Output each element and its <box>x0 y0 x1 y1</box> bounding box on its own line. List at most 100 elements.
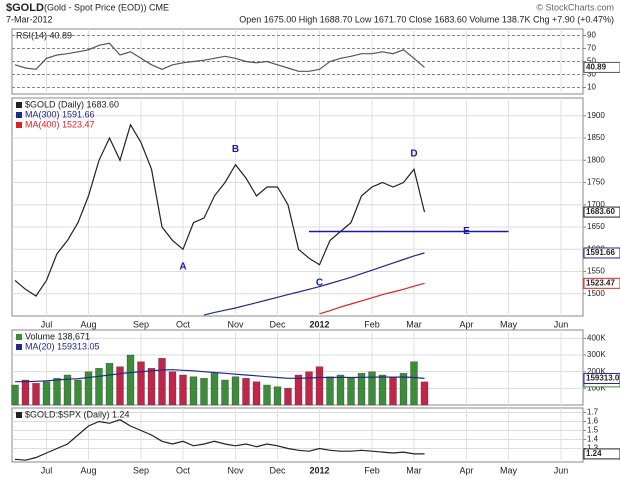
series-line <box>14 419 425 461</box>
legend-swatch <box>16 102 22 108</box>
x-tick-label: 2012 <box>309 319 329 329</box>
instrument-name: (Gold - Spot Price (EOD)) CME <box>44 2 169 12</box>
volume-bar <box>210 373 219 406</box>
volume-bar <box>231 376 240 406</box>
y-tick-label: 1850 <box>587 133 605 142</box>
legend-entry: MA(20) 159313.05 <box>25 341 100 351</box>
y-tick-label: 1500 <box>587 289 605 298</box>
legend-entry: MA(400) 1523.47 <box>25 119 95 129</box>
x-tick-label: Sep <box>133 465 149 475</box>
last-value-box <box>583 277 620 289</box>
series-line <box>14 123 426 297</box>
x-tick-label: Jun <box>554 465 569 475</box>
y-tick-label: 1.4 <box>587 435 599 444</box>
volume-bar <box>189 376 198 406</box>
x-tick-label: Feb <box>364 319 380 329</box>
last-value-box <box>583 206 620 218</box>
volume-bar <box>399 373 408 406</box>
volume-bar <box>147 368 156 406</box>
volume-bar <box>294 374 303 406</box>
volume-bar <box>242 378 250 406</box>
y-tick-label: 30 <box>587 70 596 79</box>
wave-label: D <box>410 148 417 159</box>
y-tick-label: 1550 <box>587 267 605 276</box>
x-tick-label: Jul <box>41 319 53 329</box>
last-value-label: 159313.05 <box>586 374 620 383</box>
wave-label: C <box>316 277 323 288</box>
panel-title: RSI(14) 40.89 <box>16 30 72 40</box>
legend-entry: $GOLD (Daily) 1683.60 <box>25 99 119 109</box>
volume-bar <box>168 371 177 406</box>
quote: Open 1675.00 High 1688.70 Low 1671.70 Cl… <box>239 14 614 24</box>
x-tick-label: Nov <box>227 465 244 475</box>
y-tick-label: 1.7 <box>587 408 599 417</box>
x-tick-label: Sep <box>133 319 149 329</box>
volume-bar <box>410 361 418 406</box>
x-tick-label: Dec <box>269 465 286 475</box>
x-tick-label: Nov <box>227 319 244 329</box>
legend-swatch <box>16 412 22 418</box>
legend-entry: $GOLD:$SPX (Daily) 1.24 <box>25 409 130 419</box>
y-tick-label: 400K <box>587 333 606 342</box>
y-tick-label: 1.3 <box>587 444 599 453</box>
last-value-label: 40.89 <box>586 63 607 72</box>
y-tick-label: 100K <box>587 383 606 392</box>
x-tick-label: 2012 <box>309 465 329 475</box>
x-tick-label: Apr <box>459 465 473 475</box>
volume-bar <box>420 381 429 406</box>
volume-bar <box>284 388 292 406</box>
volume-bar <box>273 386 282 406</box>
last-value-label: 1591.66 <box>586 248 615 257</box>
series-line <box>15 369 425 383</box>
x-tick-label: Jul <box>41 465 53 475</box>
x-tick-label: Jun <box>554 319 569 329</box>
volume-bar <box>105 363 114 406</box>
legend-swatch <box>16 122 22 128</box>
last-value-label: 1683.60 <box>586 207 615 216</box>
volume-bar <box>63 374 72 406</box>
y-tick-label: 1700 <box>587 200 605 209</box>
last-value-label: 1.24 <box>586 449 602 458</box>
y-tick-label: 200K <box>587 367 606 376</box>
volume-bar <box>347 378 355 406</box>
y-tick-label: 300K <box>587 350 606 359</box>
volume-bar <box>200 378 208 406</box>
x-tick-label: Mar <box>406 465 422 475</box>
legend-entry: Volume 138,671 <box>25 331 90 341</box>
legend-swatch <box>16 334 22 340</box>
last-value-box <box>583 448 620 460</box>
volume-bar <box>252 381 261 406</box>
y-tick-label: 1.6 <box>587 417 599 426</box>
volume-bar <box>357 373 366 406</box>
volume-bar <box>74 379 82 406</box>
y-tick-label: 50 <box>587 57 596 66</box>
series-line <box>319 282 425 315</box>
wave-label: A <box>179 262 186 273</box>
x-tick-label: Aug <box>80 465 96 475</box>
volume-bar <box>84 371 93 406</box>
credit: © StockCharts.com <box>536 2 614 12</box>
volume-bar <box>116 366 124 406</box>
last-value-box <box>583 372 620 384</box>
symbol: $GOLD <box>6 2 44 14</box>
x-tick-label: Mar <box>406 319 422 329</box>
volume-bar <box>263 384 271 406</box>
x-tick-label: Aug <box>80 319 96 329</box>
y-tick-label: 70 <box>587 44 596 53</box>
series-line <box>14 42 425 72</box>
last-value-box <box>583 247 620 259</box>
y-tick-label: 1650 <box>587 222 605 231</box>
x-tick-label: Oct <box>176 465 191 475</box>
volume-bar <box>221 379 229 406</box>
volume-bar <box>336 374 345 406</box>
volume-bar <box>158 358 166 406</box>
y-tick-label: 1900 <box>587 111 605 120</box>
y-tick-label: 90 <box>587 31 596 40</box>
volume-bar <box>326 376 334 406</box>
legend-swatch <box>16 344 22 350</box>
y-tick-label: 1.5 <box>587 426 599 435</box>
panel-frame <box>11 97 584 317</box>
volume-bar <box>389 376 397 406</box>
volume-bar <box>305 371 313 406</box>
